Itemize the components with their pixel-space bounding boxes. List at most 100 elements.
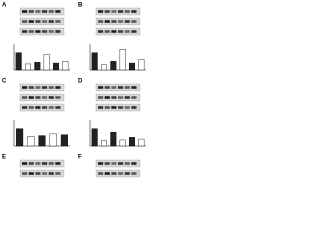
blot-band — [28, 30, 34, 33]
bar — [128, 62, 135, 71]
blot-band — [35, 30, 41, 33]
blot-band — [22, 172, 28, 175]
bar — [91, 52, 98, 71]
blot-band — [104, 106, 110, 109]
panel-letter: D — [78, 79, 83, 85]
blot-band — [118, 106, 124, 109]
blot-band — [35, 86, 41, 89]
blot-band — [55, 96, 61, 99]
blot-band — [48, 20, 54, 23]
blot-band — [104, 96, 110, 99]
blot-band — [98, 172, 104, 175]
bar — [138, 59, 145, 71]
blot-band — [22, 30, 28, 33]
bar — [110, 61, 117, 71]
blot-band — [42, 30, 48, 33]
blot-band — [124, 172, 130, 175]
blot-band — [131, 20, 137, 23]
blot-band — [42, 10, 48, 13]
blot-band — [22, 10, 28, 13]
blot-band — [111, 30, 117, 33]
blot-band — [48, 106, 54, 109]
blot-band — [22, 20, 28, 23]
bar — [62, 61, 69, 71]
blot-band — [28, 96, 34, 99]
blot-band — [35, 162, 41, 165]
bar — [100, 64, 107, 71]
blot-band — [55, 106, 61, 109]
background — [0, 0, 150, 223]
blot-band — [124, 96, 130, 99]
blot-band — [104, 30, 110, 33]
blot-band — [48, 96, 54, 99]
blot-band — [111, 96, 117, 99]
blot-band — [124, 106, 130, 109]
blot-band — [118, 10, 124, 13]
panel-letter: A — [2, 3, 7, 9]
blot-band — [124, 30, 130, 33]
blot-band — [104, 172, 110, 175]
blot-band — [98, 162, 104, 165]
bar — [119, 49, 126, 71]
blot-band — [42, 96, 48, 99]
blot-band — [131, 96, 137, 99]
blot-band — [28, 106, 34, 109]
blot-band — [42, 20, 48, 23]
blot-band — [124, 10, 130, 13]
blot-band — [98, 96, 104, 99]
blot-band — [42, 162, 48, 165]
blot-band — [104, 162, 110, 165]
blot-band — [28, 86, 34, 89]
blot-band — [131, 86, 137, 89]
blot-band — [98, 20, 104, 23]
panel-letter: B — [78, 3, 83, 9]
blot-band — [118, 96, 124, 99]
blot-band — [98, 106, 104, 109]
blot-band — [111, 172, 117, 175]
blot-band — [28, 10, 34, 13]
blot-band — [35, 96, 41, 99]
blot-band — [55, 20, 61, 23]
blot-band — [118, 30, 124, 33]
panel-letter: F — [78, 155, 82, 161]
blot-band — [55, 162, 61, 165]
bar — [60, 134, 68, 147]
blot-band — [42, 106, 48, 109]
blot-band — [48, 172, 54, 175]
blot-band — [22, 96, 28, 99]
blot-band — [55, 86, 61, 89]
blot-band — [28, 20, 34, 23]
blot-band — [48, 30, 54, 33]
blot-band — [35, 172, 41, 175]
blot-band — [22, 162, 28, 165]
blot-band — [55, 172, 61, 175]
blot-band — [131, 10, 137, 13]
blot-band — [111, 106, 117, 109]
bar — [15, 52, 22, 71]
blot-band — [48, 162, 54, 165]
blot-band — [118, 162, 124, 165]
blot-band — [35, 20, 41, 23]
blot-band — [118, 86, 124, 89]
bar — [91, 128, 98, 147]
panel-letter: C — [2, 79, 7, 85]
blot-band — [48, 86, 54, 89]
blot-band — [118, 20, 124, 23]
blot-band — [111, 162, 117, 165]
blot-band — [131, 172, 137, 175]
blot-band — [98, 30, 104, 33]
figure: A B C D E F — [0, 0, 150, 223]
blot-band — [48, 10, 54, 13]
bar — [119, 139, 126, 147]
bar — [128, 137, 135, 147]
blot-band — [118, 172, 124, 175]
blot-band — [98, 86, 104, 89]
bar — [34, 62, 41, 71]
bar — [100, 140, 107, 147]
bar — [49, 133, 57, 147]
bar — [25, 63, 32, 71]
blot-band — [111, 10, 117, 13]
bar — [138, 138, 145, 147]
blot-band — [111, 20, 117, 23]
bar — [43, 54, 50, 71]
